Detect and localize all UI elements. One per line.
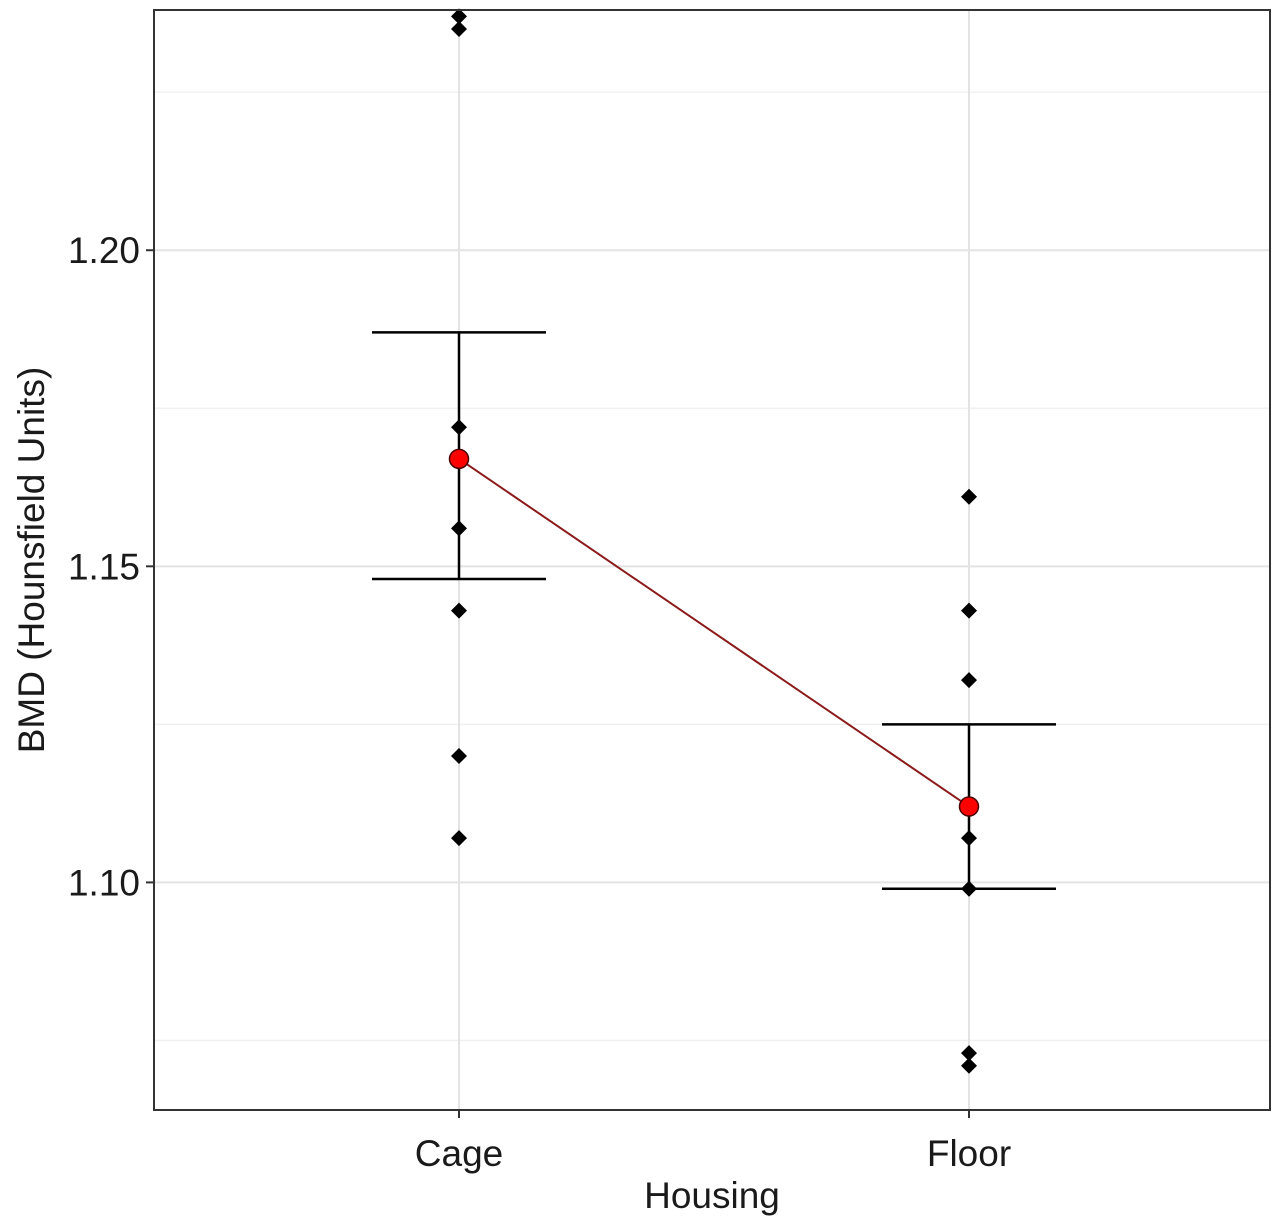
data-point: [451, 419, 467, 436]
x-axis-title: Housing: [644, 1175, 780, 1216]
x-tick-label: Cage: [415, 1133, 503, 1174]
data-point: [451, 747, 467, 764]
error-bars: [372, 331, 1056, 890]
mean-point: [958, 796, 980, 817]
mean-line: [458, 458, 970, 808]
data-point: [961, 1057, 977, 1074]
x-axis-tick-labels: Cage Floor: [415, 1133, 1011, 1174]
data-point: [961, 880, 977, 897]
axis-ticks: [146, 249, 970, 1118]
y-tick-label: 1.15: [68, 546, 140, 587]
data-point: [451, 830, 467, 847]
y-axis-tick-labels: 1.10 1.15 1.20: [68, 230, 140, 903]
y-axis-title: BMD (Hounsfield Units): [11, 367, 52, 754]
data-point: [451, 520, 467, 537]
data-point: [451, 602, 467, 619]
y-tick-label: 1.10: [68, 862, 140, 903]
y-tick-label: 1.20: [68, 230, 140, 271]
data-point: [961, 602, 977, 619]
data-point: [451, 8, 467, 25]
data-point: [961, 1045, 977, 1062]
mean-points: [448, 448, 980, 817]
mean-connecting-line: [458, 458, 970, 808]
data-point: [961, 488, 977, 505]
x-tick-label: Floor: [927, 1133, 1011, 1174]
data-point: [451, 20, 467, 37]
mean-point: [448, 448, 470, 470]
data-points: [451, 8, 977, 1074]
grid-minor: [154, 91, 1270, 1042]
grid-major: [154, 10, 1270, 1110]
data-point: [961, 830, 977, 847]
data-point: [961, 672, 977, 689]
panel-border: [153, 9, 1271, 1111]
